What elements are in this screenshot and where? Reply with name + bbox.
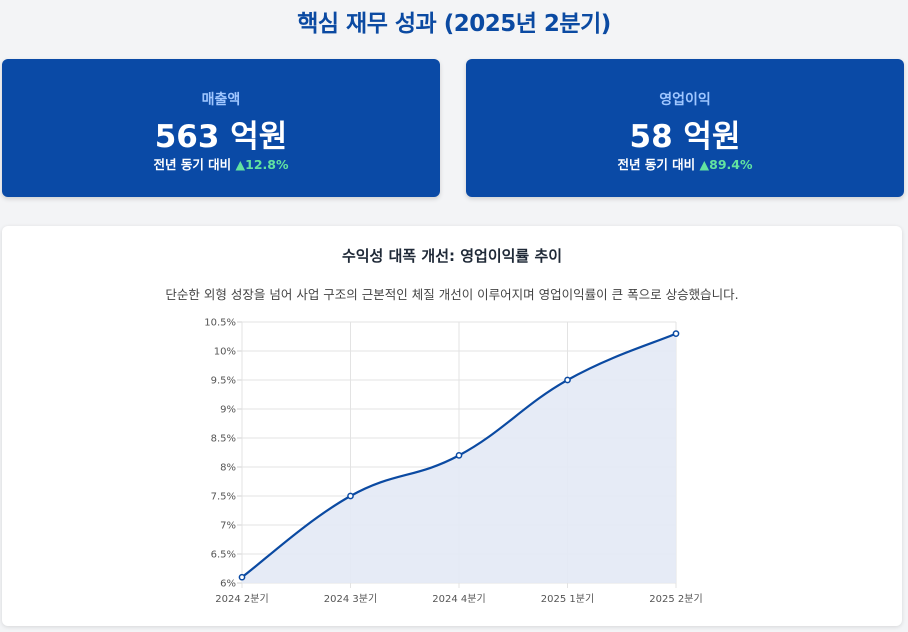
x-tick-label: 2025 2분기 xyxy=(649,593,702,605)
operating-profit-change: 전년 동기 대비 ▲89.4% xyxy=(466,154,904,173)
data-point xyxy=(347,492,354,500)
revenue-compare-label: 전년 동기 대비 xyxy=(153,157,232,172)
revenue-value: 563 억원 xyxy=(154,119,288,155)
revenue-card: 매출액 563 억원 전년 동기 대비 ▲12.8% xyxy=(2,59,440,197)
data-point xyxy=(455,452,463,459)
operating-profit-change-value: ▲89.4% xyxy=(699,157,753,172)
y-tick-label: 8% xyxy=(220,463,236,474)
operating-profit-card: 영업이익 58 억원 전년 동기 대비 ▲89.4% xyxy=(466,59,904,197)
y-tick-label: 10.5% xyxy=(204,318,236,329)
y-tick-label: 10% xyxy=(214,347,236,358)
y-tick-label: 9.5% xyxy=(211,376,236,387)
y-tick-label: 6.5% xyxy=(211,550,236,561)
operating-profit-value: 58 억원 xyxy=(629,119,741,155)
page-title: 핵심 재무 성과 (2025년 2분기) xyxy=(297,11,611,37)
data-point xyxy=(564,376,571,384)
chart-card: 수익성 대폭 개선: 영업이익률 추이 단순한 외형 성장을 넘어 사업 구조의… xyxy=(2,226,902,626)
data-point xyxy=(672,330,680,337)
y-tick-label: 6% xyxy=(220,579,236,590)
operating-margin-chart: 6% 6.5% 7% 7.5% 8% 8.5% 9% 9.5% 10% 10.5% 2024 2분기… xyxy=(204,318,702,606)
y-tick-label: 9% xyxy=(220,405,236,416)
x-tick-label: 2024 2분기 xyxy=(215,593,268,605)
revenue-change: 전년 동기 대비 ▲12.8% xyxy=(2,154,440,173)
revenue-label: 매출액 xyxy=(201,92,241,108)
data-point xyxy=(238,573,246,581)
chart-title: 수익성 대폭 개선: 영업이익률 추이 xyxy=(341,247,563,265)
y-tick-label: 7.5% xyxy=(211,492,236,503)
y-tick-label: 8.5% xyxy=(211,434,236,445)
y-tick-label: 7% xyxy=(220,521,236,532)
operating-profit-label: 영업이익 xyxy=(659,92,711,108)
operating-profit-compare-label: 전년 동기 대비 xyxy=(617,157,696,172)
x-tick-label: 2024 3분기 xyxy=(324,593,377,605)
chart-subtitle: 단순한 외형 성장을 넘어 사업 구조의 근본적인 체질 개선이 이루어지며 영… xyxy=(165,287,739,302)
x-tick-label: 2025 1분기 xyxy=(541,593,594,605)
x-tick-label: 2024 4분기 xyxy=(432,593,485,605)
revenue-change-value: ▲12.8% xyxy=(235,157,289,172)
